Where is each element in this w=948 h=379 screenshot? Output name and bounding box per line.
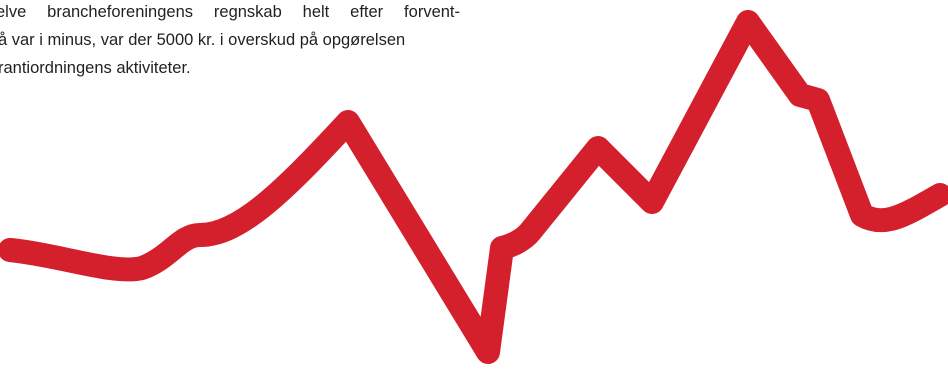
zigzag-stroke bbox=[0, 10, 948, 364]
body-text-line-2: å var i minus, var der 5000 kr. i oversk… bbox=[0, 31, 406, 49]
body-text-line-1: elve brancheforeningens regnskab helt ef… bbox=[0, 3, 460, 21]
body-text-line-3: rantiordningens aktiviteter. bbox=[0, 59, 191, 77]
